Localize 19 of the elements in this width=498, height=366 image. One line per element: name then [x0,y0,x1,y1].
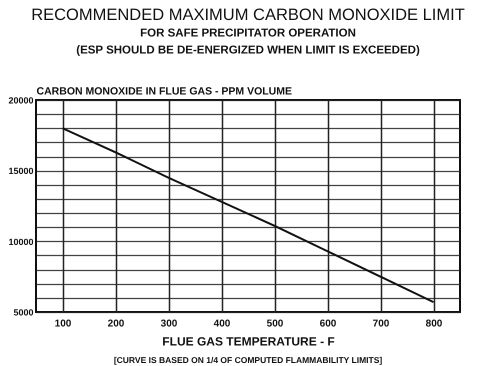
x-tick-label: 600 [320,318,337,330]
x-tick-label: 700 [372,318,390,330]
x-tick-label: 500 [266,318,284,330]
y-tick-label: 10000 [8,236,34,247]
x-tick-label: 800 [426,318,443,330]
x-tick-label: 300 [160,318,178,330]
x-tick-label: 200 [108,318,125,330]
text: (ESP SHOULD BE DE-ENERGIZED WHEN LIMIT IS EXCEEDED) [76,44,420,56]
chart-subtitle: FOR SAFE PRECIPITATOR OPERATION [140,28,356,40]
y-tick-label: 20000 [8,96,34,106]
x-axis-title: FLUE GAS TEMPERATURE - F [162,334,335,348]
text: [CURVE IS BASED ON 1/4 OF COMPUTED FLAMMABILITY LIMITS] [114,355,382,365]
y-axis-title: CARBON MONOXIDE IN FLUE GAS - PPM VOLUME [36,86,292,98]
chart-title: RECOMMENDED MAXIMUM CARBON MONOXIDE LIMIT [31,6,465,24]
line-series [62,127,434,304]
x-tick-label: 100 [54,318,72,330]
y-tick-label: 5000 [13,308,34,318]
x-tick-label: 400 [214,318,231,330]
y-tick-label: 15000 [8,166,34,176]
